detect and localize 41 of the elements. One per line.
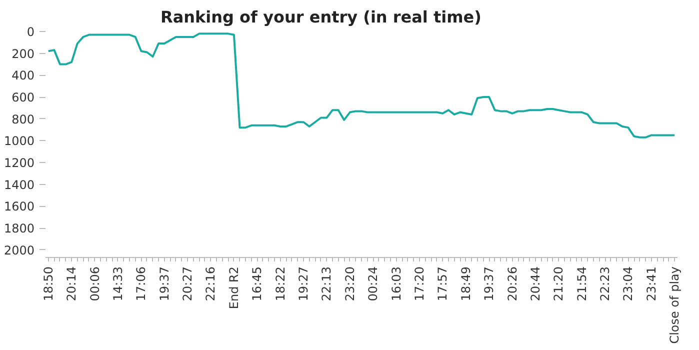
y-tick-label: 1400 [4,178,35,192]
x-tick-label: 23:41 [644,266,658,302]
x-tick-label: 00:24 [366,266,380,302]
x-tick-label: 17:20 [412,266,426,302]
x-tick-label: 22:16 [204,266,218,302]
x-tick-label: 20:14 [64,266,79,302]
x-tick-label: 21:20 [552,266,566,302]
y-tick-label: 1800 [4,222,35,236]
y-tick-label: 2000 [4,243,35,258]
x-tick-label: 18:49 [458,266,473,302]
y-tick-label: 200 [12,46,34,61]
x-tick-label: 20:44 [528,266,542,302]
x-tick-label: 21:54 [574,266,589,302]
y-tick-label: 1000 [4,134,35,148]
y-tick-label: 800 [12,112,34,126]
line-series [47,32,676,138]
x-tick-label: 20:27 [180,266,195,302]
y-tick-label: 600 [12,90,34,105]
x-tick-label: 16:03 [389,266,404,302]
x-tick-label: 17:06 [134,266,148,302]
x-tick-label: 23:04 [621,266,636,302]
x-tick-label: 17:57 [436,266,450,302]
x-tick-label: 00:06 [88,266,102,302]
chart-title: Ranking of your entry (in real time) [160,8,482,26]
y-tick-label: 0 [26,25,35,39]
y-tick-label: 400 [12,68,34,83]
x-tick-label: 19:27 [296,266,311,302]
x-tick-label: 14:33 [110,266,125,302]
x-tick-label: 18:50 [41,266,56,302]
x-tick-label: Close of play [668,266,682,344]
x-tick-label: 22:13 [320,266,334,302]
x-tick-label: 18:22 [273,266,288,302]
x-tick-label: 19:37 [157,266,172,302]
x-tick-label: 22:23 [598,266,612,302]
x-tick-label: End R2 [226,266,241,310]
y-tick-label: 1600 [4,200,35,214]
x-tick-label: 23:20 [342,266,357,302]
x-tick-label: 16:45 [250,266,264,302]
x-tick-label: 19:37 [482,266,496,302]
y-tick-label: 1200 [4,156,35,170]
x-tick-label: 20:26 [505,266,520,302]
